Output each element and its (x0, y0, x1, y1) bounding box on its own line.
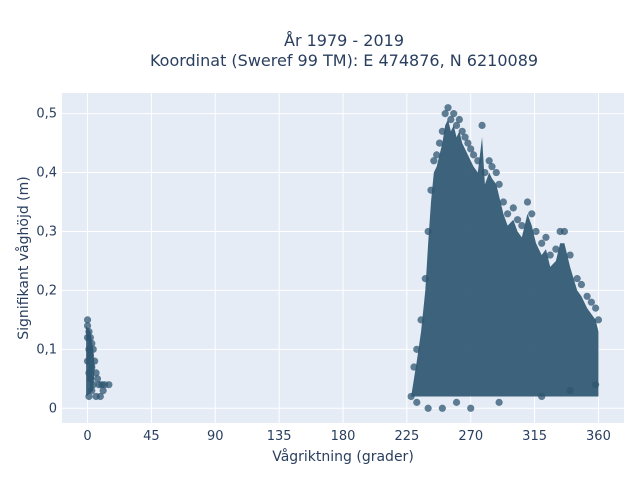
scatter-point (485, 157, 493, 165)
scatter-point (467, 145, 475, 153)
x-tick-label: 315 (522, 429, 547, 444)
scatter-point (452, 121, 461, 130)
x-axis-title: Vågriktning (grader) (272, 448, 414, 465)
x-tick-label: 90 (207, 429, 224, 444)
scatter-point (577, 280, 586, 289)
scatter-point (93, 375, 102, 383)
x-tick-label: 360 (586, 429, 611, 444)
y-tick-labels: 0 0,1 0,2 0,3 0,4 0,5 (36, 107, 57, 417)
chart-title-line2: Koordinat (Sweref 99 TM): E 474876, N 62… (150, 51, 538, 70)
scatter-point (430, 157, 438, 165)
scatter-point (587, 298, 595, 306)
scatter-point (495, 398, 503, 406)
scatter-point (438, 404, 446, 412)
scatter-point (478, 121, 486, 130)
scatter-point (573, 275, 581, 283)
scatter-point (461, 133, 469, 141)
y-tick-label: 0 (49, 401, 57, 416)
scatter-point (513, 216, 522, 224)
scatter-point (452, 398, 461, 406)
scatter-point (83, 316, 92, 324)
scatter-point (441, 110, 449, 118)
scatter-point (560, 227, 568, 236)
scatter-point (499, 198, 507, 206)
dense-point-cloud (86, 119, 599, 397)
scatter-point (96, 392, 104, 401)
x-tick-labels: 0 45 90 135 180 225 270 315 360 (83, 429, 610, 444)
scatter-point (542, 233, 550, 241)
scatter-point (450, 110, 458, 118)
scatter-point (433, 151, 441, 159)
y-axis-title: Signifikant våghöjd (m) (15, 176, 32, 339)
scatter-point (546, 251, 554, 259)
y-tick-label: 0,3 (36, 224, 57, 239)
scatter-point (538, 239, 546, 247)
scatter-points (83, 104, 603, 412)
y-tick-label: 0,1 (36, 342, 57, 357)
x-tick-label: 135 (267, 429, 292, 444)
dense-region-north (86, 325, 95, 397)
scatter-point (488, 163, 496, 171)
x-tick-label: 270 (458, 429, 483, 444)
chart-title-line1: År 1979 - 2019 (284, 31, 404, 50)
x-tick-label: 45 (143, 429, 160, 444)
dense-region (411, 119, 599, 397)
scatter-point (105, 381, 113, 389)
scatter-point (583, 292, 591, 300)
scatter-point (455, 115, 463, 124)
x-tick-label: 180 (331, 429, 356, 444)
scatter-point (464, 139, 472, 147)
scatter-point (532, 227, 540, 236)
scatter-point (594, 316, 603, 324)
y-tick-label: 0,4 (36, 166, 57, 181)
scatter-point (552, 245, 560, 253)
scatter-point (504, 210, 512, 218)
y-tick-label: 0,5 (36, 107, 57, 122)
scatter-point (495, 180, 503, 188)
scatter-point (566, 251, 574, 259)
scatter-point (444, 104, 452, 112)
scatter-point (469, 151, 478, 159)
x-tick-label: 225 (394, 429, 419, 444)
scatter-point (509, 204, 517, 212)
scatter-point (435, 139, 444, 147)
scatter-point (523, 198, 532, 206)
scatter-point (83, 322, 92, 330)
scatter-point (518, 221, 526, 230)
scatter-point (528, 210, 536, 218)
scatter-point (592, 304, 600, 312)
x-tick-label: 0 (83, 429, 91, 444)
scatter-point (424, 404, 432, 412)
y-tick-label: 0,2 (36, 283, 57, 298)
scatter-point (492, 168, 500, 177)
scatter-point (447, 115, 455, 124)
scatter-point (99, 386, 107, 395)
scatter-point (467, 404, 475, 412)
scatter-point (413, 398, 421, 406)
scatter-point (458, 127, 466, 135)
